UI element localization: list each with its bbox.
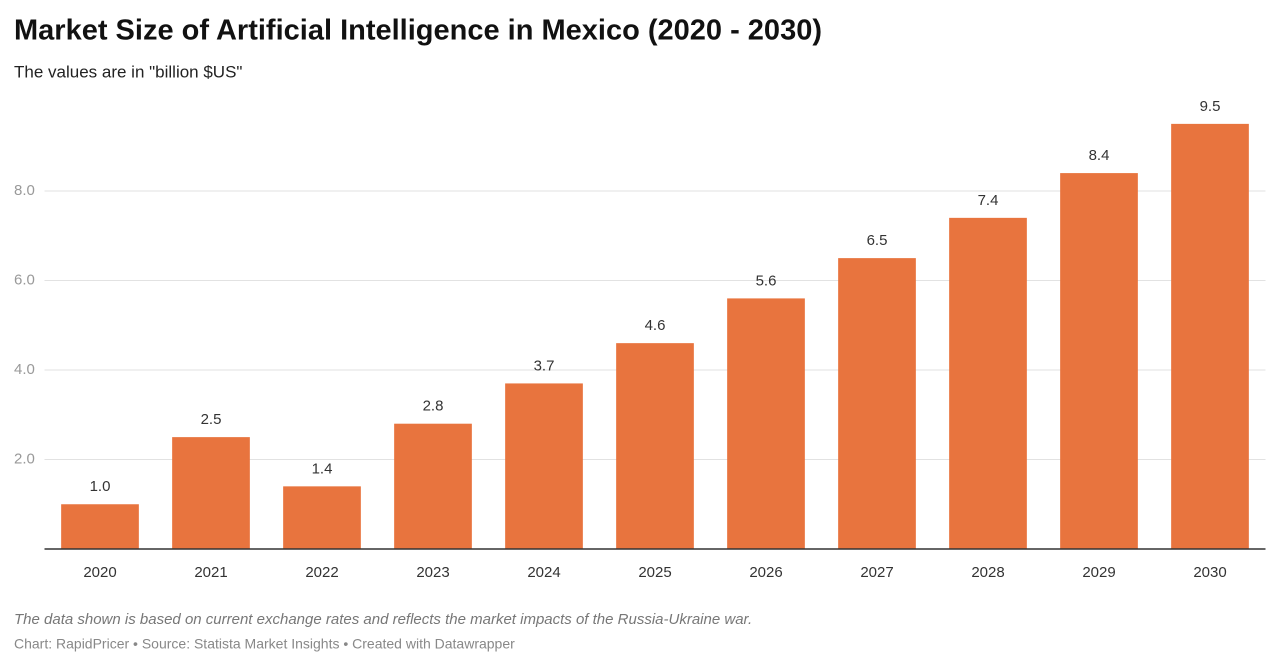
x-tick-label: 2023 — [416, 564, 449, 581]
value-label: 5.6 — [756, 272, 777, 289]
bar — [283, 486, 361, 549]
x-tick-label: 2024 — [527, 564, 560, 581]
value-label: 3.7 — [534, 357, 555, 374]
chart-subtitle: The values are in "billion $US" — [14, 62, 242, 81]
note: The data shown is based on current excha… — [14, 611, 752, 628]
value-label: 2.5 — [201, 411, 222, 428]
value-label: 9.5 — [1200, 98, 1221, 115]
bar — [949, 217, 1027, 549]
x-tick-label: 2025 — [638, 564, 671, 581]
x-tick-label: 2027 — [860, 564, 893, 581]
value-label: 6.5 — [867, 232, 888, 249]
y-tick-label: 4.0 — [14, 361, 35, 378]
y-tick-label: 8.0 — [14, 182, 35, 199]
chart-title: Market Size of Artificial Intelligence i… — [14, 15, 822, 47]
credit: Chart: RapidPricer • Source: Statista Ma… — [14, 636, 515, 652]
y-tick-label: 2.0 — [14, 450, 35, 467]
bar — [1060, 173, 1138, 549]
value-label: 8.4 — [1089, 147, 1110, 164]
x-tick-label: 2030 — [1193, 564, 1226, 581]
bar — [394, 423, 472, 549]
y-tick-label: 6.0 — [14, 271, 35, 288]
bar — [172, 437, 250, 549]
value-label: 1.4 — [312, 460, 333, 477]
x-tick-label: 2022 — [305, 564, 338, 581]
value-label: 4.6 — [645, 317, 666, 334]
x-tick-label: 2020 — [83, 564, 116, 581]
bar — [505, 383, 583, 549]
bar — [61, 504, 139, 549]
bar — [616, 343, 694, 549]
x-tick-label: 2021 — [194, 564, 227, 581]
bar — [727, 298, 805, 549]
value-label: 1.0 — [90, 478, 111, 495]
bar — [838, 258, 916, 549]
bar — [1171, 123, 1249, 549]
x-tick-label: 2029 — [1082, 564, 1115, 581]
x-tick-label: 2028 — [971, 564, 1004, 581]
value-label: 7.4 — [978, 192, 999, 209]
x-tick-label: 2026 — [749, 564, 782, 581]
value-label: 2.8 — [423, 398, 444, 415]
